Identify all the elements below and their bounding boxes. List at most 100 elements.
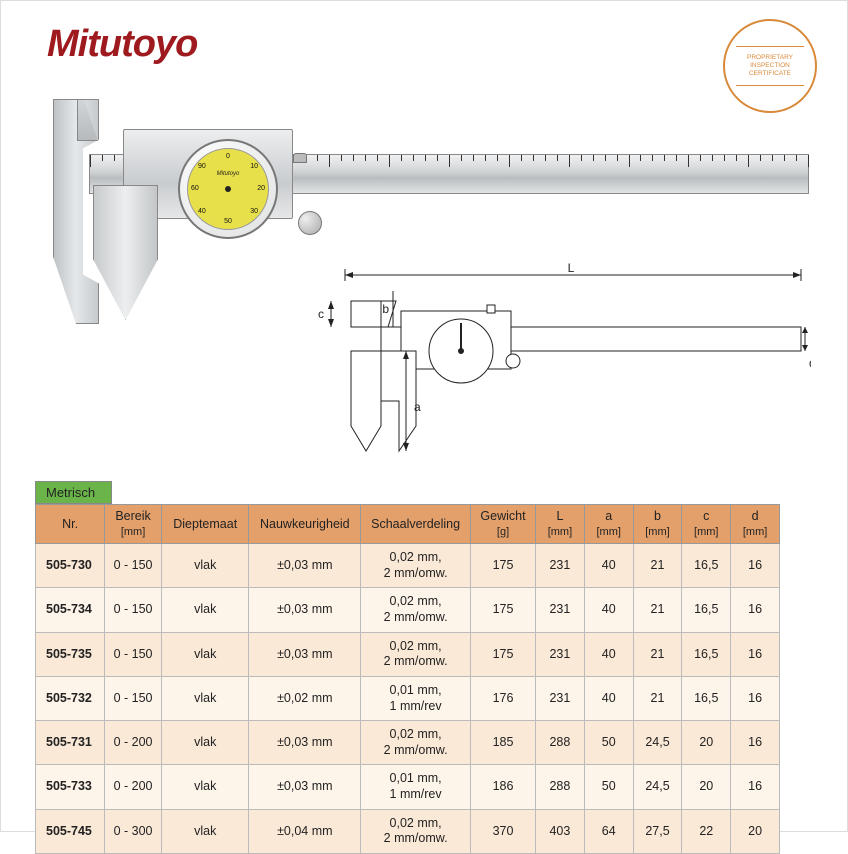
cell-bereik: 0 - 150: [105, 676, 162, 720]
cell-a: 40: [584, 632, 633, 676]
cell-diepte: vlak: [162, 544, 249, 588]
cell-b: 21: [633, 632, 682, 676]
cell-schaal: 0,01 mm,1 mm/rev: [361, 765, 471, 809]
cell-bereik: 0 - 200: [105, 721, 162, 765]
table-row: 505-7450 - 300vlak±0,04 mm0,02 mm,2 mm/o…: [36, 809, 780, 853]
dial-mark-10: 10: [250, 163, 258, 170]
cell-nr: 505-734: [36, 588, 105, 632]
col-3: Nauwkeurigheid: [249, 505, 361, 544]
table-header: Nr.Bereik[mm]DieptemaatNauwkeurigheidSch…: [36, 505, 780, 544]
col-1: Bereik[mm]: [105, 505, 162, 544]
cell-bereik: 0 - 150: [105, 544, 162, 588]
col-5: Gewicht[g]: [470, 505, 535, 544]
cell-nr: 505-735: [36, 632, 105, 676]
dial-mark-0: 0: [226, 153, 230, 160]
dial-brand-text: Mitutoyo: [217, 171, 240, 177]
lock-screw: [293, 153, 307, 163]
col-6: L[mm]: [536, 505, 585, 544]
cell-b: 21: [633, 676, 682, 720]
cell-gewicht: 176: [470, 676, 535, 720]
cell-gewicht: 175: [470, 632, 535, 676]
cell-nr: 505-745: [36, 809, 105, 853]
cell-a: 64: [584, 809, 633, 853]
table-row: 505-7320 - 150vlak±0,02 mm0,01 mm,1 mm/r…: [36, 676, 780, 720]
cell-nauwk: ±0,03 mm: [249, 588, 361, 632]
cell-L: 288: [536, 765, 585, 809]
cell-L: 231: [536, 632, 585, 676]
cell-c: 20: [682, 721, 731, 765]
dial: Mitutoyo 0 10 20 30 40 50 60 90: [178, 139, 278, 239]
cell-schaal: 0,01 mm,1 mm/rev: [361, 676, 471, 720]
slider-assembly: Mitutoyo 0 10 20 30 40 50 60 90: [93, 129, 288, 289]
dial-face: Mitutoyo 0 10 20 30 40 50 60 90: [187, 148, 269, 230]
cell-d: 16: [731, 632, 780, 676]
cell-a: 40: [584, 588, 633, 632]
cell-nauwk: ±0,03 mm: [249, 721, 361, 765]
product-page: Mitutoyo PROPRIETARYINSPECTIONCERTIFICAT…: [0, 0, 848, 832]
spec-table: Nr.Bereik[mm]DieptemaatNauwkeurigheidSch…: [35, 504, 780, 854]
cell-a: 50: [584, 721, 633, 765]
cell-schaal: 0,02 mm,2 mm/omw.: [361, 588, 471, 632]
dim-b-label: b: [382, 302, 389, 316]
table-row: 505-7330 - 200vlak±0,03 mm0,01 mm,1 mm/r…: [36, 765, 780, 809]
cell-diepte: vlak: [162, 765, 249, 809]
lower-jaw: [93, 185, 158, 320]
cell-nr: 505-733: [36, 765, 105, 809]
dial-mark-50: 50: [224, 218, 232, 225]
dim-d-label: d: [809, 356, 811, 370]
cell-bereik: 0 - 300: [105, 809, 162, 853]
cell-nauwk: ±0,02 mm: [249, 676, 361, 720]
thumb-wheel: [298, 211, 322, 235]
dial-mark-90: 90: [198, 163, 206, 170]
col-7: a[mm]: [584, 505, 633, 544]
cell-nauwk: ±0,03 mm: [249, 544, 361, 588]
cell-gewicht: 185: [470, 721, 535, 765]
cell-diepte: vlak: [162, 676, 249, 720]
cell-L: 231: [536, 544, 585, 588]
cell-nauwk: ±0,03 mm: [249, 765, 361, 809]
table-tab-metric: Metrisch: [35, 481, 112, 504]
cell-diepte: vlak: [162, 588, 249, 632]
cell-bereik: 0 - 200: [105, 765, 162, 809]
dial-mark-60: 60: [191, 185, 199, 192]
cell-nauwk: ±0,04 mm: [249, 809, 361, 853]
cell-schaal: 0,02 mm,2 mm/omw.: [361, 632, 471, 676]
table-row: 505-7340 - 150vlak±0,03 mm0,02 mm,2 mm/o…: [36, 588, 780, 632]
col-0: Nr.: [36, 505, 105, 544]
cell-schaal: 0,02 mm,2 mm/omw.: [361, 721, 471, 765]
cell-L: 403: [536, 809, 585, 853]
cell-d: 16: [731, 676, 780, 720]
dim-L-label: L: [568, 261, 575, 275]
cell-diepte: vlak: [162, 809, 249, 853]
cell-L: 231: [536, 588, 585, 632]
cell-diepte: vlak: [162, 632, 249, 676]
spec-table-region: Metrisch Nr.Bereik[mm]DieptemaatNauwkeur…: [35, 481, 780, 854]
cell-schaal: 0,02 mm,2 mm/omw.: [361, 544, 471, 588]
cell-d: 16: [731, 765, 780, 809]
cell-a: 40: [584, 676, 633, 720]
dial-mark-40: 40: [198, 208, 206, 215]
col-10: d[mm]: [731, 505, 780, 544]
cell-c: 16,5: [682, 632, 731, 676]
cell-gewicht: 370: [470, 809, 535, 853]
cell-a: 40: [584, 544, 633, 588]
cell-b: 24,5: [633, 765, 682, 809]
col-4: Schaalverdeling: [361, 505, 471, 544]
cell-gewicht: 186: [470, 765, 535, 809]
col-2: Dieptemaat: [162, 505, 249, 544]
col-9: c[mm]: [682, 505, 731, 544]
cell-b: 24,5: [633, 721, 682, 765]
cell-b: 21: [633, 588, 682, 632]
cell-bereik: 0 - 150: [105, 588, 162, 632]
table-row: 505-7350 - 150vlak±0,03 mm0,02 mm,2 mm/o…: [36, 632, 780, 676]
dimension-diagram: L c b: [281, 261, 811, 471]
cell-bereik: 0 - 150: [105, 632, 162, 676]
cell-d: 20: [731, 809, 780, 853]
cell-b: 21: [633, 544, 682, 588]
cell-c: 20: [682, 765, 731, 809]
dial-center: [225, 186, 231, 192]
dial-mark-20: 20: [257, 185, 265, 192]
cell-d: 16: [731, 588, 780, 632]
cell-schaal: 0,02 mm,2 mm/omw.: [361, 809, 471, 853]
cell-c: 16,5: [682, 588, 731, 632]
